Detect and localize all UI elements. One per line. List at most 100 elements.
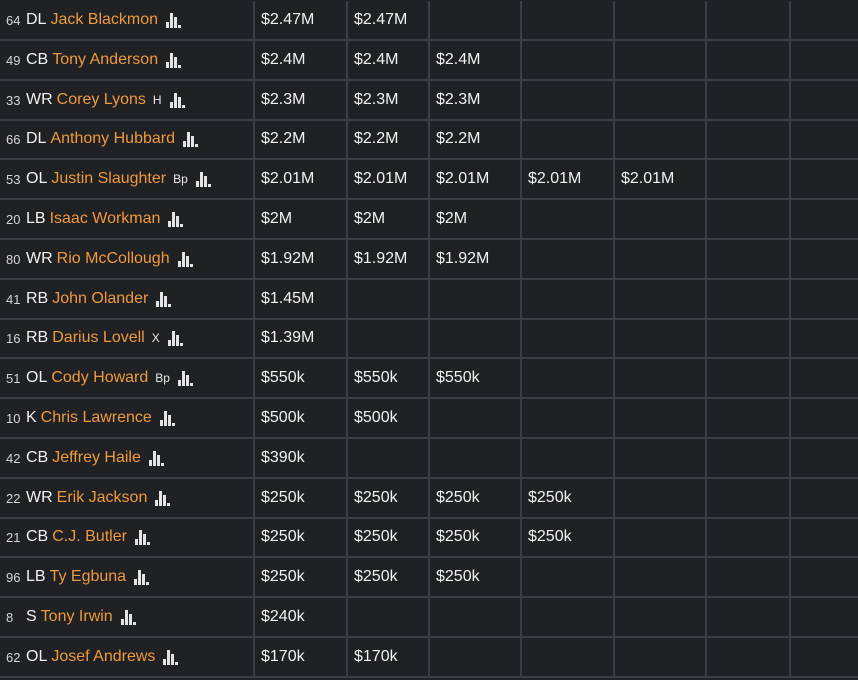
table-row: 16 RB Darius Lovell X $1.39M xyxy=(0,319,858,359)
position-label: DL xyxy=(26,11,47,28)
salary-cell-year-3: $250k xyxy=(430,479,522,517)
bar-chart-stats-icon[interactable] xyxy=(155,490,171,506)
player-name-link[interactable]: Cody Howard xyxy=(51,369,149,386)
player-name-link[interactable]: Darius Lovell xyxy=(52,329,145,346)
salary-cell-year-7 xyxy=(791,479,858,517)
salary-cell-year-7 xyxy=(791,120,858,158)
salary-cell-year-3 xyxy=(430,319,522,357)
salary-cell-year-4 xyxy=(522,240,615,278)
position-label: WR xyxy=(26,91,53,108)
bar-chart-stats-icon[interactable] xyxy=(163,649,179,665)
salary-cell-year-7 xyxy=(791,319,858,357)
player-name-link[interactable]: Corey Lyons xyxy=(56,91,146,108)
salary-cell-year-6 xyxy=(707,399,791,437)
salary-cell-year-1: $2.01M xyxy=(255,160,348,198)
salary-cell-year-5 xyxy=(615,598,707,636)
player-name-link[interactable]: Jeffrey Haile xyxy=(52,449,141,466)
salary-cell-year-1: $240k xyxy=(255,598,348,636)
player-cell: 62 OL Josef Andrews xyxy=(0,638,255,676)
player-tag: Bp xyxy=(155,371,170,385)
salary-cell-year-6 xyxy=(707,81,791,119)
player-name-link[interactable]: Ty Egbuna xyxy=(49,568,127,585)
table-row: 80 WR Rio McCollough $1.92M $1.92M $1.92M xyxy=(0,240,858,280)
player-name-link[interactable]: John Olander xyxy=(52,290,149,307)
player-cell: 64 DL Jack Blackmon xyxy=(0,1,255,39)
salary-cell-year-7 xyxy=(791,280,858,318)
jersey-number: 64 xyxy=(6,12,21,28)
jersey-number: 66 xyxy=(6,131,21,147)
salary-cell-year-7 xyxy=(791,200,858,238)
salary-cell-year-1: $390k xyxy=(255,439,348,477)
bar-chart-stats-icon[interactable] xyxy=(148,450,164,466)
player-name-link[interactable]: Chris Lawrence xyxy=(40,409,152,426)
bar-chart-stats-icon[interactable] xyxy=(168,211,184,227)
position-label: K xyxy=(26,409,37,426)
salary-cell-year-3 xyxy=(430,638,522,676)
player-name-link[interactable]: Josef Andrews xyxy=(51,648,156,665)
salary-cell-year-4: $2.01M xyxy=(522,160,615,198)
salary-cell-year-6 xyxy=(707,41,791,79)
salary-cell-year-3 xyxy=(430,439,522,477)
salary-cell-year-6 xyxy=(707,160,791,198)
player-name-link[interactable]: Isaac Workman xyxy=(49,210,161,227)
player-cell: 21 CB C.J. Butler xyxy=(0,518,255,556)
salary-cell-year-5 xyxy=(615,359,707,397)
salary-cell-year-3: $550k xyxy=(430,359,522,397)
bar-chart-stats-icon[interactable] xyxy=(159,410,175,426)
salary-cell-year-4 xyxy=(522,81,615,119)
jersey-number: 16 xyxy=(6,330,21,346)
salary-cell-year-7 xyxy=(791,558,858,596)
table-row: 42 CB Jeffrey Haile $390k xyxy=(0,439,858,479)
jersey-number: 10 xyxy=(6,410,21,426)
player-name-link[interactable]: Tony Anderson xyxy=(52,51,159,68)
salary-cell-year-5 xyxy=(615,200,707,238)
jersey-number: 20 xyxy=(6,211,21,227)
position-label: OL xyxy=(26,648,48,665)
bar-chart-stats-icon[interactable] xyxy=(182,131,198,147)
player-name-link[interactable]: Tony Irwin xyxy=(40,608,113,625)
bar-chart-stats-icon[interactable] xyxy=(156,291,172,307)
salary-cell-year-2: $550k xyxy=(348,359,430,397)
salary-cell-year-6 xyxy=(707,319,791,357)
salary-cell-year-5 xyxy=(615,319,707,357)
salary-cell-year-6 xyxy=(707,359,791,397)
player-name-link[interactable]: Rio McCollough xyxy=(56,250,170,267)
salary-cell-year-2: $2.2M xyxy=(348,120,430,158)
bar-chart-stats-icon[interactable] xyxy=(177,370,193,386)
jersey-number: 49 xyxy=(6,52,21,68)
bar-chart-stats-icon[interactable] xyxy=(166,52,182,68)
salary-cell-year-3: $2.3M xyxy=(430,81,522,119)
table-row: 64 DL Jack Blackmon $2.47M $2.47M xyxy=(0,1,858,41)
bar-chart-stats-icon[interactable] xyxy=(166,12,182,28)
bar-chart-stats-icon[interactable] xyxy=(120,609,136,625)
salary-cell-year-1: $1.92M xyxy=(255,240,348,278)
bar-chart-stats-icon[interactable] xyxy=(177,251,193,267)
player-cell: 33 WR Corey Lyons H xyxy=(0,81,255,119)
table-row: 49 CB Tony Anderson $2.4M $2.4M $2.4M xyxy=(0,41,858,81)
bar-chart-stats-icon[interactable] xyxy=(134,569,150,585)
salary-cell-year-5 xyxy=(615,399,707,437)
salary-cell-year-2: $2.01M xyxy=(348,160,430,198)
salary-cell-year-6 xyxy=(707,240,791,278)
player-name-link[interactable]: Erik Jackson xyxy=(56,489,148,506)
bar-chart-stats-icon[interactable] xyxy=(195,171,211,187)
position-label: CB xyxy=(26,51,49,68)
bar-chart-stats-icon[interactable] xyxy=(169,92,185,108)
salary-cell-year-4 xyxy=(522,200,615,238)
salary-cell-year-4 xyxy=(522,598,615,636)
salary-cell-year-1: $2.2M xyxy=(255,120,348,158)
salary-cell-year-7 xyxy=(791,598,858,636)
jersey-number: 22 xyxy=(6,490,21,506)
player-name-link[interactable]: Anthony Hubbard xyxy=(50,130,175,147)
jersey-number: 80 xyxy=(6,251,21,267)
bar-chart-stats-icon[interactable] xyxy=(134,529,150,545)
salary-cell-year-6 xyxy=(707,558,791,596)
salary-cell-year-2: $250k xyxy=(348,558,430,596)
bar-chart-stats-icon[interactable] xyxy=(167,330,183,346)
player-cell: 41 RB John Olander xyxy=(0,280,255,318)
jersey-number: 41 xyxy=(6,291,21,307)
player-name-link[interactable]: Jack Blackmon xyxy=(50,11,159,28)
player-name-link[interactable]: C.J. Butler xyxy=(52,528,127,545)
player-name-link[interactable]: Justin Slaughter xyxy=(51,170,167,187)
salary-cell-year-7 xyxy=(791,359,858,397)
